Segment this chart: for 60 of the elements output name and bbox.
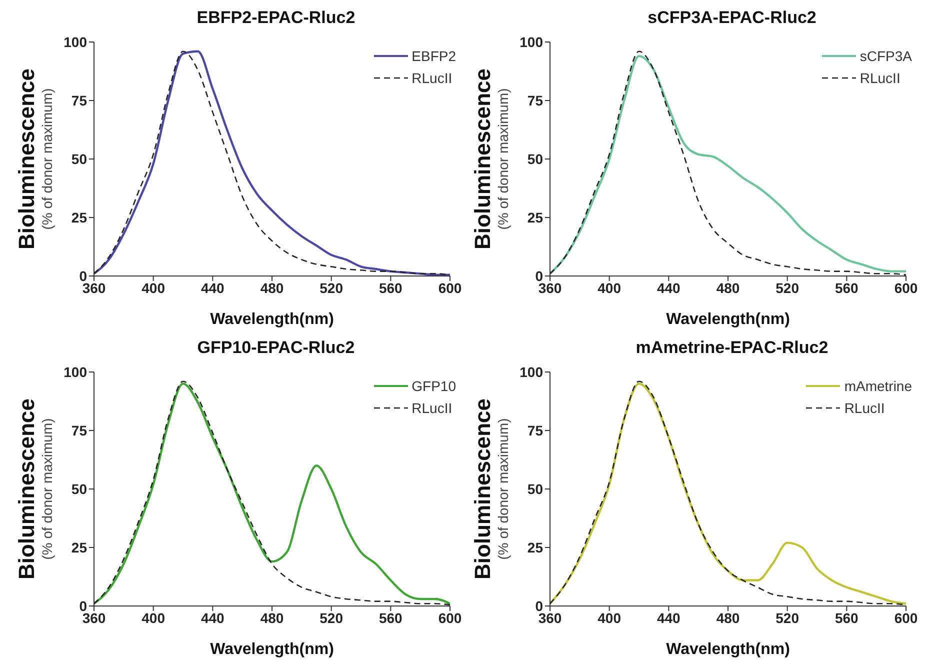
y-tick-label: 100 [64, 364, 88, 380]
y-tick-label: 50 [71, 480, 88, 497]
x-tick-label: 400 [598, 280, 622, 296]
y-axis-title: Bioluminescence (% of donor maximum) [470, 68, 511, 250]
x-tick-label: 520 [320, 610, 344, 626]
x-tick-label: 600 [438, 610, 462, 626]
x-axis-title: Wavelength(nm) [666, 311, 790, 328]
legend-label: sCFP3A [860, 48, 912, 64]
x-axis-title: Wavelength(nm) [666, 641, 790, 658]
x-tick-label: 400 [142, 610, 166, 626]
x-tick-label: 560 [378, 280, 403, 296]
chart-title: sCFP3A-EPAC-Rluc2 [646, 8, 818, 28]
x-tick-label: 480 [716, 280, 740, 296]
x-tick-label: 400 [598, 610, 622, 626]
legend-label: GFP10 [412, 378, 456, 394]
x-tick-label: 480 [716, 610, 740, 626]
y-tick-label: 75 [527, 422, 544, 438]
x-tick-label: 440 [656, 610, 681, 626]
y-tick-label: 100 [520, 364, 544, 380]
x-tick-label: 440 [200, 610, 225, 626]
y-tick-label: 75 [527, 92, 544, 108]
legend-label: RLucII [412, 400, 452, 416]
x-tick-label: 600 [894, 280, 918, 296]
x-tick-label: 600 [894, 610, 918, 626]
y-tick-label: 100 [64, 34, 88, 50]
x-axis-title: Wavelength(nm) [210, 311, 334, 328]
legend-label: EBFP2 [412, 48, 456, 64]
chart-title: mAmetrine-EPAC-Rluc2 [634, 338, 830, 358]
y-tick-label: 25 [527, 209, 544, 226]
y-tick-label: 25 [527, 539, 544, 556]
y-tick-label: 50 [527, 150, 544, 167]
y-tick-label: 25 [71, 209, 88, 226]
x-tick-label: 440 [656, 280, 681, 296]
y-axis-title: Bioluminescence (% of donor maximum) [14, 68, 55, 250]
y-tick-label: 75 [71, 422, 88, 438]
x-axis-title: Wavelength(nm) [210, 641, 334, 658]
x-tick-label: 560 [378, 610, 403, 626]
y-tick-label: 100 [520, 34, 544, 50]
y-tick-label: 75 [71, 92, 88, 108]
x-tick-label: 520 [776, 610, 800, 626]
legend-label: RLucII [860, 70, 900, 86]
chart-title: EBFP2-EPAC-Rluc2 [196, 8, 356, 28]
x-tick-label: 520 [776, 280, 800, 296]
y-axis-title: Bioluminescence (% of donor maximum) [14, 398, 55, 580]
y-tick-label: 50 [527, 480, 544, 497]
x-tick-label: 400 [142, 280, 166, 296]
y-tick-label: 50 [71, 150, 88, 167]
x-tick-label: 480 [260, 280, 284, 296]
y-axis-title: Bioluminescence (% of donor maximum) [470, 398, 511, 580]
x-tick-label: 520 [320, 280, 344, 296]
x-tick-label: 600 [438, 280, 462, 296]
chart-title: GFP10-EPAC-Rluc2 [196, 338, 356, 358]
legend-label: RLucII [844, 400, 885, 416]
legend-label: mAmetrine [844, 378, 912, 394]
x-tick-label: 440 [200, 280, 225, 296]
legend-label: RLucII [412, 70, 452, 86]
x-tick-label: 560 [834, 280, 859, 296]
y-tick-label: 25 [71, 539, 88, 556]
x-tick-label: 560 [834, 610, 859, 626]
x-tick-label: 480 [260, 610, 284, 626]
